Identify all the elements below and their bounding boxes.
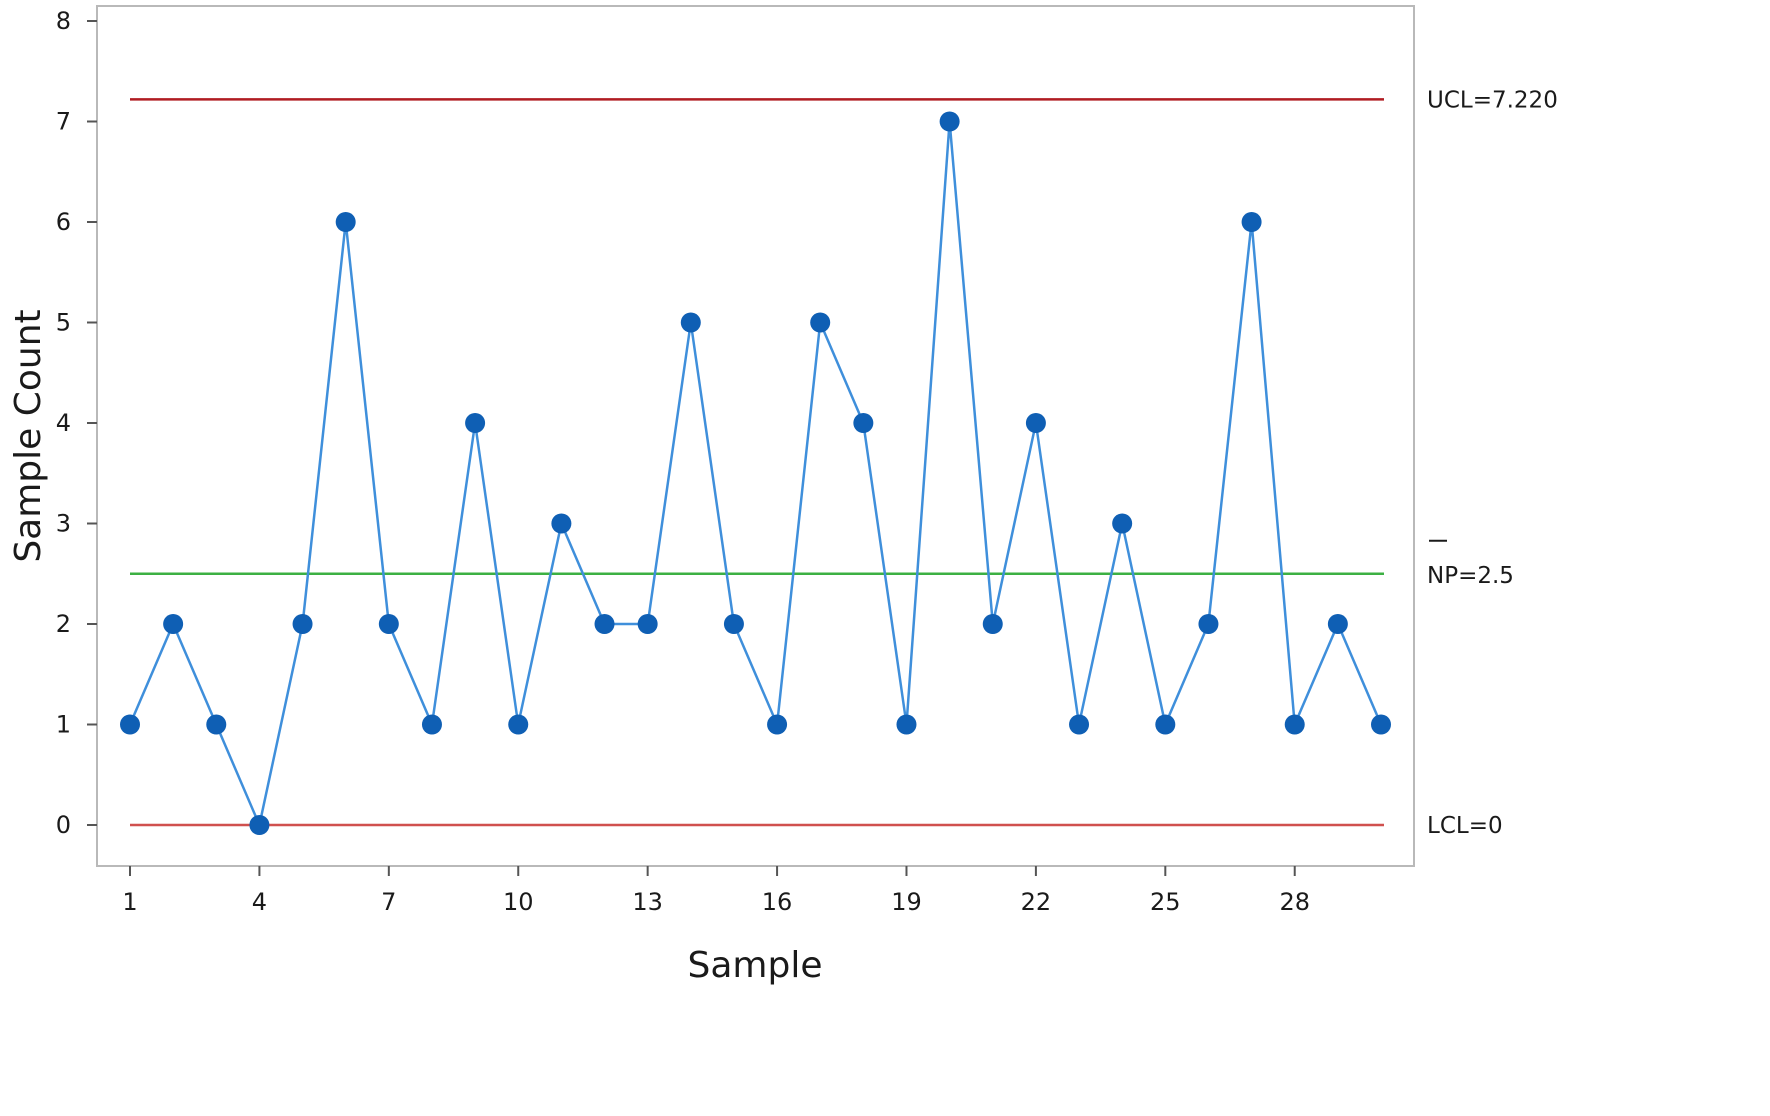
x-tick-label: 10 <box>503 888 534 916</box>
x-axis-title: Sample <box>688 945 823 986</box>
data-point <box>982 614 1003 634</box>
ref-label-lcl: LCL=0 <box>1427 813 1503 839</box>
x-axis: 1 4 7 10 13 16 19 22 25 28 <box>122 866 1310 916</box>
y-tick-label: 0 <box>56 811 71 839</box>
data-point <box>810 312 831 333</box>
data-point <box>637 614 658 634</box>
y-tick-label: 4 <box>56 409 71 437</box>
x-tick-label: 4 <box>252 888 267 916</box>
data-point <box>249 815 270 835</box>
series-line <box>128 121 1383 830</box>
x-tick-label: 7 <box>381 888 396 916</box>
x-tick-label: 19 <box>891 888 922 916</box>
data-point <box>1155 714 1176 735</box>
data-point <box>335 212 356 232</box>
y-tick-label: 6 <box>56 208 71 236</box>
data-point <box>120 714 140 735</box>
data-point <box>1198 614 1219 634</box>
y-tick-label: 7 <box>56 108 71 136</box>
y-tick-label: 2 <box>56 610 71 638</box>
y-axis-title: Sample Count <box>8 309 49 562</box>
data-point <box>1069 714 1090 735</box>
x-tick-label: 28 <box>1279 888 1310 916</box>
data-point <box>1327 614 1348 634</box>
y-tick-label: 1 <box>56 711 71 739</box>
data-point <box>594 614 615 634</box>
data-point <box>551 513 572 534</box>
data-point <box>1025 413 1046 433</box>
data-point <box>378 614 399 634</box>
data-point <box>680 312 701 333</box>
data-point <box>939 111 960 132</box>
data-point <box>292 614 313 634</box>
y-axis: 0 1 2 3 4 5 6 7 8 <box>56 7 97 839</box>
x-tick-label: 25 <box>1150 888 1181 916</box>
data-point <box>1241 212 1262 232</box>
data-point <box>206 714 227 735</box>
data-point <box>767 714 788 735</box>
data-point <box>163 614 184 634</box>
reference-lines <box>130 98 1384 827</box>
data-point <box>508 714 529 735</box>
x-tick-label: 13 <box>632 888 663 916</box>
x-tick-label: 1 <box>122 888 137 916</box>
x-tick-label: 22 <box>1021 888 1052 916</box>
ref-label-center: NP=2.5 <box>1427 563 1514 589</box>
data-point <box>853 413 874 433</box>
data-point <box>465 413 486 433</box>
data-point <box>1371 714 1391 735</box>
data-point <box>1284 714 1305 735</box>
data-point <box>896 714 917 735</box>
data-series <box>120 111 1391 835</box>
x-tick-label: 16 <box>762 888 793 916</box>
plot-frame <box>96 5 1415 867</box>
data-point <box>1112 513 1133 534</box>
reference-labels: UCL=7.220 NP=2.5 LCL=0 <box>1427 87 1558 839</box>
ref-label-ucl: UCL=7.220 <box>1427 87 1558 113</box>
data-point <box>723 614 744 634</box>
data-point <box>421 714 442 735</box>
y-tick-label: 3 <box>56 510 71 538</box>
y-tick-label: 5 <box>56 309 71 337</box>
y-tick-label: 8 <box>56 7 71 35</box>
